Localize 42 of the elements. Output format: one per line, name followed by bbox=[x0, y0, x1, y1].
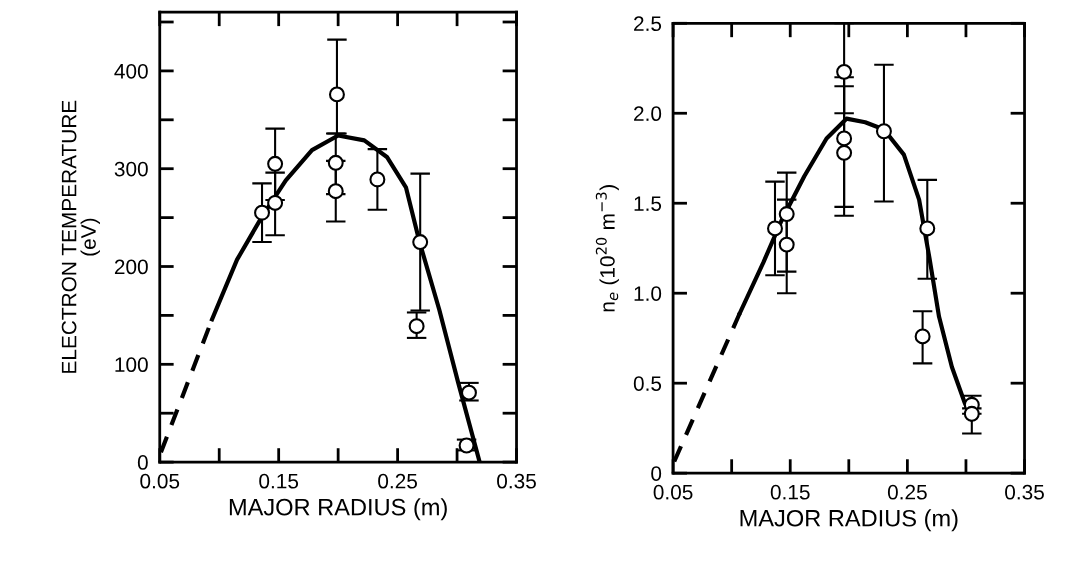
point bbox=[914, 328, 931, 345]
y-tick-label: 100 bbox=[115, 357, 148, 373]
y-axis-title: n$_{e}$ (10$^{20}$ m$^{−3}$) bbox=[595, 185, 619, 312]
y-tick-label: 1.0 bbox=[634, 286, 662, 301]
point bbox=[919, 220, 936, 237]
x-tick-label: 0.05 bbox=[653, 484, 693, 500]
x-tick-label: 0.25 bbox=[887, 484, 927, 500]
point bbox=[327, 154, 344, 171]
point bbox=[963, 405, 980, 422]
point bbox=[369, 171, 386, 188]
point bbox=[836, 63, 853, 80]
point bbox=[412, 234, 429, 251]
point bbox=[267, 194, 284, 211]
y-tick-label: 0 bbox=[651, 466, 662, 481]
x-tick-label: 0.15 bbox=[259, 473, 299, 489]
y-tick-label: 2.5 bbox=[634, 16, 662, 32]
x-axis-title: MAJOR RADIUS (m) bbox=[740, 509, 958, 532]
y-tick-label: 300 bbox=[114, 161, 148, 177]
point bbox=[267, 155, 284, 172]
x-tick-label: 0.05 bbox=[140, 473, 180, 489]
point bbox=[875, 123, 892, 140]
y-tick-label: 0 bbox=[137, 455, 148, 470]
y-tick-label: 1.5 bbox=[634, 196, 662, 211]
x-tick-label: 0.35 bbox=[497, 473, 536, 489]
x-axis-title: MAJOR RADIUS (m) bbox=[229, 498, 447, 521]
y-tick-label: 200 bbox=[114, 259, 148, 275]
x-tick-label: 0.25 bbox=[378, 473, 417, 489]
point bbox=[767, 220, 783, 237]
y-tick-label: 2.0 bbox=[634, 106, 662, 122]
point bbox=[408, 318, 425, 335]
x-tick-label: 0.15 bbox=[770, 484, 810, 500]
point bbox=[254, 204, 271, 221]
y-axis-title: ELECTRON TEMPERATURE (eV) bbox=[61, 100, 100, 373]
y-tick-label: 400 bbox=[114, 63, 148, 79]
y-tick-label: 0.5 bbox=[633, 376, 662, 391]
point bbox=[327, 183, 344, 200]
point bbox=[836, 144, 853, 161]
point bbox=[836, 130, 853, 147]
point bbox=[328, 86, 345, 103]
x-tick-label: 0.35 bbox=[1005, 484, 1044, 500]
point bbox=[778, 236, 795, 253]
point bbox=[778, 206, 795, 223]
